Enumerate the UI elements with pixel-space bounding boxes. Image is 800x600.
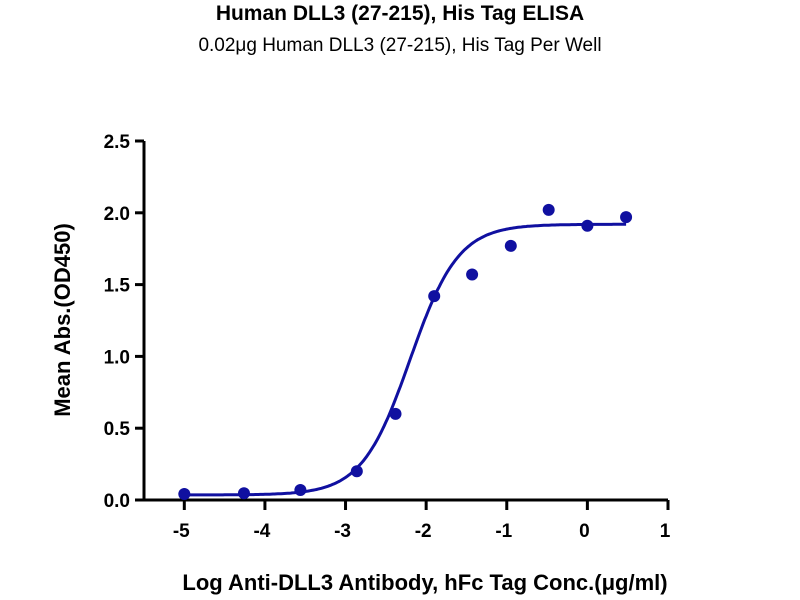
data-point bbox=[428, 290, 441, 303]
data-point bbox=[504, 239, 517, 252]
data-point bbox=[178, 487, 191, 500]
data-point bbox=[466, 268, 479, 281]
y-tick-label: 0.0 bbox=[104, 491, 130, 512]
data-point bbox=[542, 203, 555, 216]
y-tick-label: 1.5 bbox=[104, 276, 131, 297]
fit-curve bbox=[184, 222, 627, 497]
data-point bbox=[581, 219, 594, 232]
data-point bbox=[350, 465, 363, 478]
data-point bbox=[620, 211, 633, 224]
y-tick-label: 2.5 bbox=[104, 132, 131, 153]
data-point bbox=[294, 483, 307, 496]
chart-title: Human DLL3 (27-215), His Tag ELISA bbox=[215, 2, 585, 25]
data-point bbox=[237, 487, 250, 500]
x-tick-label: -3 bbox=[334, 521, 351, 542]
y-tick-label: 1.0 bbox=[104, 347, 130, 368]
y-tick-label: 0.5 bbox=[104, 419, 131, 440]
x-tick-label: 0 bbox=[579, 521, 590, 542]
x-tick-label: 1 bbox=[660, 521, 671, 542]
y-tick-label: 2.0 bbox=[104, 204, 130, 225]
data-point bbox=[389, 407, 402, 420]
chart-subtitle: 0.02μg Human DLL3 (27-215), His Tag Per … bbox=[198, 35, 602, 56]
x-axis-label: Log Anti-DLL3 Antibody, hFc Tag Conc.(μg… bbox=[182, 570, 667, 595]
x-tick-label: -5 bbox=[173, 521, 190, 542]
x-tick-label: -1 bbox=[495, 521, 512, 542]
x-tick-label: -2 bbox=[415, 521, 432, 542]
y-axis-label: Mean Abs.(OD450) bbox=[50, 223, 75, 417]
x-tick-label: -4 bbox=[253, 521, 270, 542]
